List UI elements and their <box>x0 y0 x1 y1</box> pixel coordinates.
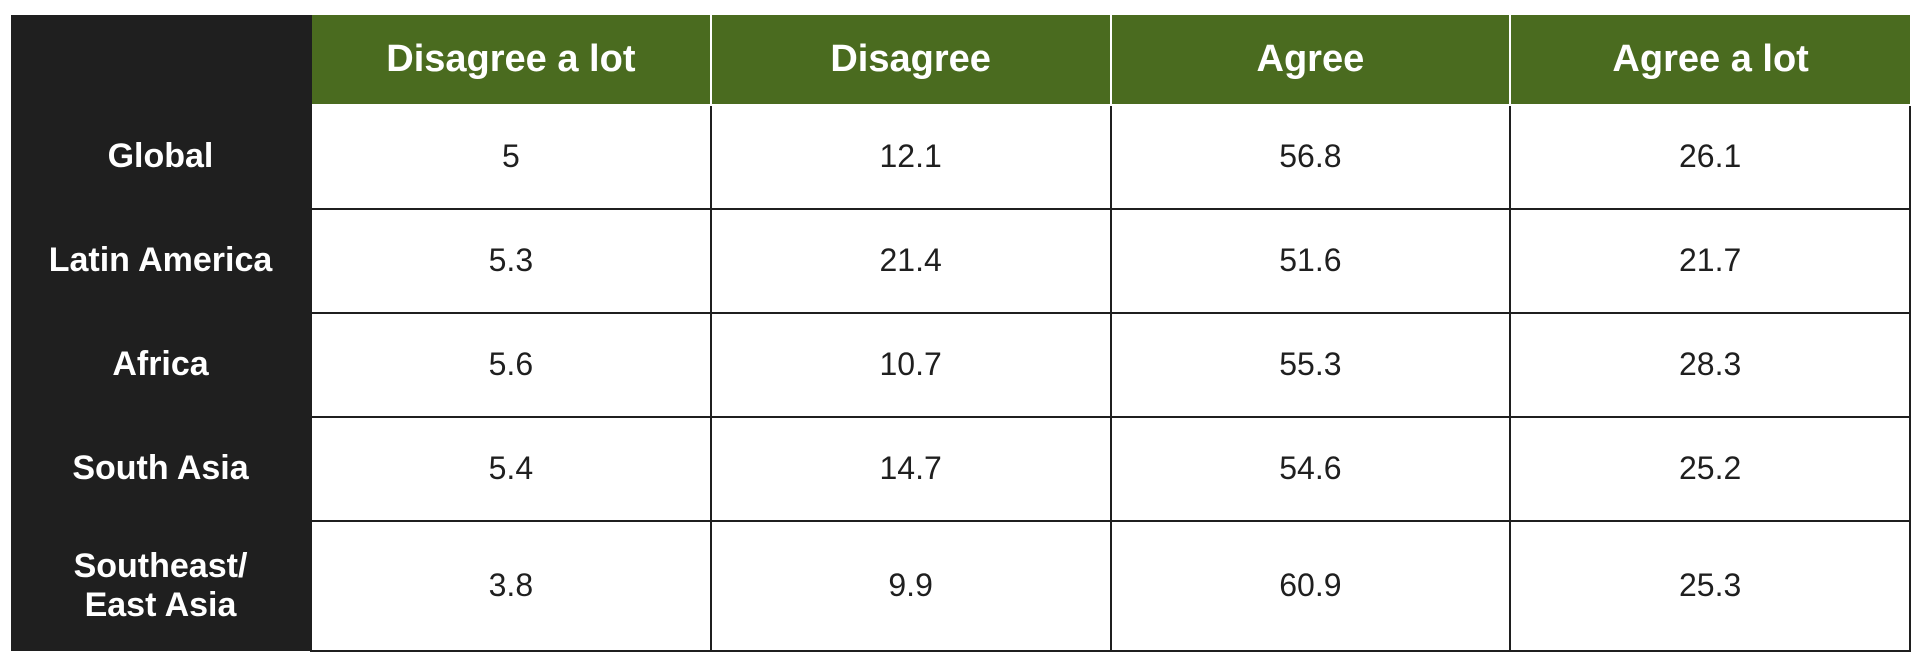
cell: 10.7 <box>711 313 1111 417</box>
cell: 55.3 <box>1111 313 1511 417</box>
agreement-table: Disagree a lot Disagree Agree Agree a lo… <box>11 15 1911 652</box>
col-header-disagree-a-lot: Disagree a lot <box>311 15 711 105</box>
cell: 25.2 <box>1510 417 1910 521</box>
table-row: Southeast/ East Asia 3.8 9.9 60.9 25.3 <box>11 521 1910 651</box>
row-header-south-asia: South Asia <box>11 417 311 521</box>
cell: 54.6 <box>1111 417 1511 521</box>
cell: 9.9 <box>711 521 1111 651</box>
cell: 21.7 <box>1510 209 1910 313</box>
table-container: Disagree a lot Disagree Agree Agree a lo… <box>0 0 1922 666</box>
col-header-agree-a-lot: Agree a lot <box>1510 15 1910 105</box>
row-header-latin-america: Latin America <box>11 209 311 313</box>
cell: 28.3 <box>1510 313 1910 417</box>
row-header-southeast-east-asia: Southeast/ East Asia <box>11 521 311 651</box>
table-row: South Asia 5.4 14.7 54.6 25.2 <box>11 417 1910 521</box>
cell: 26.1 <box>1510 105 1910 209</box>
row-header-africa: Africa <box>11 313 311 417</box>
cell: 21.4 <box>711 209 1111 313</box>
cell: 5.6 <box>311 313 711 417</box>
cell: 51.6 <box>1111 209 1511 313</box>
cell: 14.7 <box>711 417 1111 521</box>
cell: 12.1 <box>711 105 1111 209</box>
table-row: Global 5 12.1 56.8 26.1 <box>11 105 1910 209</box>
col-header-disagree: Disagree <box>711 15 1111 105</box>
cell: 25.3 <box>1510 521 1910 651</box>
cell: 3.8 <box>311 521 711 651</box>
cell: 60.9 <box>1111 521 1511 651</box>
col-header-agree: Agree <box>1111 15 1511 105</box>
row-header-global: Global <box>11 105 311 209</box>
cell: 56.8 <box>1111 105 1511 209</box>
cell: 5.4 <box>311 417 711 521</box>
table-row: Latin America 5.3 21.4 51.6 21.7 <box>11 209 1910 313</box>
table-row: Africa 5.6 10.7 55.3 28.3 <box>11 313 1910 417</box>
cell: 5.3 <box>311 209 711 313</box>
cell: 5 <box>311 105 711 209</box>
corner-cell <box>11 15 311 105</box>
header-row: Disagree a lot Disagree Agree Agree a lo… <box>11 15 1910 105</box>
